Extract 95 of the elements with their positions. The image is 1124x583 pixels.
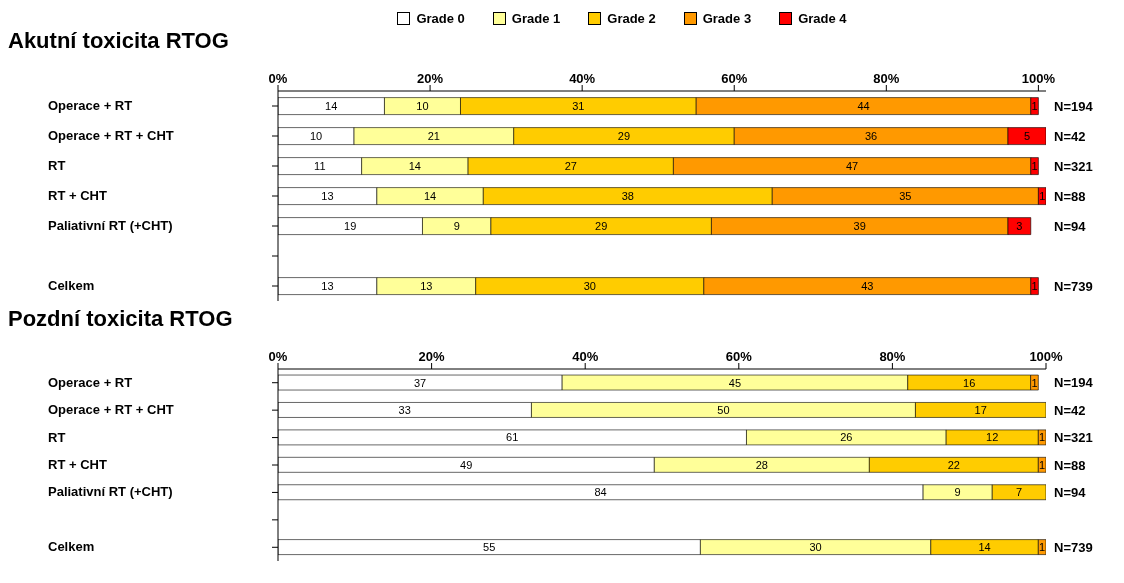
data-label: 27 xyxy=(564,160,577,173)
y-tick-label: Operace + RT xyxy=(48,374,133,390)
x-tick-label: 100% xyxy=(1029,349,1064,364)
data-label: 55 xyxy=(483,541,496,554)
y-tick-label: RT + CHT xyxy=(48,457,107,472)
text: N=739 xyxy=(1054,278,1093,294)
data-label: 29 xyxy=(617,130,631,143)
legend-label: Grade 4 xyxy=(798,10,847,26)
data-label: 19 xyxy=(344,220,357,233)
text: N=88 xyxy=(1054,188,1086,204)
data-label: 14 xyxy=(423,190,437,203)
data-label: 21 xyxy=(427,130,441,143)
data-label: 37 xyxy=(413,376,427,389)
text: N=42 xyxy=(1054,128,1086,144)
x-tick-label: 100% xyxy=(1021,71,1056,86)
data-label: 10 xyxy=(309,130,323,143)
x-tick-label: 60% xyxy=(725,349,753,364)
data-label: 43 xyxy=(861,280,874,293)
data-label: 3 xyxy=(1016,220,1023,233)
text: N=321 xyxy=(1054,430,1093,446)
data-label: 7 xyxy=(1016,486,1023,499)
y-tick-label: RT + CHT xyxy=(48,188,107,203)
data-label: 1 xyxy=(1039,541,1046,554)
data-label: 1 xyxy=(1039,458,1046,471)
chart-title: Akutní toxicita RTOG xyxy=(8,28,230,55)
y-tick-label: Celkem xyxy=(48,278,95,293)
chart-title: Pozdní toxicita RTOG xyxy=(8,306,234,333)
y-tick-label: Celkem xyxy=(48,539,95,555)
text: N=739 xyxy=(1054,539,1093,555)
data-label: 49 xyxy=(460,458,473,471)
text: N=321 xyxy=(1054,158,1093,174)
y-tick-label: RT xyxy=(48,158,66,173)
data-label: 13 xyxy=(420,280,433,293)
legend-label: Grade 3 xyxy=(702,10,752,26)
text: N=42 xyxy=(1054,402,1086,418)
data-label: 35 xyxy=(899,190,912,203)
x-tick-label: 80% xyxy=(879,349,906,364)
data-label: 31 xyxy=(572,100,585,113)
text: N=94 xyxy=(1054,218,1087,234)
y-tick-label: RT xyxy=(48,429,66,445)
data-label: 61 xyxy=(506,431,519,444)
data-label: 30 xyxy=(809,541,822,554)
data-label: 1 xyxy=(1039,431,1046,444)
data-label: 13 xyxy=(321,190,334,203)
data-label: 47 xyxy=(845,160,859,173)
x-tick-label: 40% xyxy=(572,349,599,364)
data-label: 1 xyxy=(1031,160,1038,173)
data-label: 13 xyxy=(321,280,334,293)
data-label: 10 xyxy=(416,100,429,113)
data-label: 12 xyxy=(986,431,999,444)
data-label: 1 xyxy=(1031,280,1038,293)
y-tick-label: Operace + RT + CHT xyxy=(48,128,174,143)
data-label: 38 xyxy=(621,190,634,203)
data-label: 11 xyxy=(314,160,326,173)
data-label: 26 xyxy=(840,431,853,444)
y-tick-label: Paliativní RT (+CHT) xyxy=(48,484,173,500)
data-label: 5 xyxy=(1023,130,1031,143)
y-tick-label: Operace + RT xyxy=(48,98,133,113)
data-label: 44 xyxy=(857,100,870,113)
y-tick-label: Operace + RT + CHT xyxy=(48,402,174,418)
x-tick-label: 40% xyxy=(569,71,596,86)
data-label: 30 xyxy=(583,280,596,293)
x-tick-label: 60% xyxy=(721,71,748,86)
legend-label: Grade 1 xyxy=(511,10,561,26)
text: N=88 xyxy=(1054,457,1086,473)
data-label: 50 xyxy=(717,403,730,416)
data-label: 36 xyxy=(864,130,878,143)
data-label: 84 xyxy=(594,486,607,499)
data-label: 39 xyxy=(853,220,866,233)
text: N=194 xyxy=(1054,98,1094,114)
data-label: 1 xyxy=(1031,376,1038,389)
data-label: 14 xyxy=(325,100,338,113)
data-label: 22 xyxy=(947,458,960,471)
data-label: 45 xyxy=(728,376,742,389)
data-label: 16 xyxy=(963,376,976,389)
data-label: 1 xyxy=(1031,100,1038,113)
x-tick-label: 0% xyxy=(268,349,288,364)
data-label: 9 xyxy=(453,220,460,233)
text: N=94 xyxy=(1054,485,1087,501)
data-label: 9 xyxy=(954,486,961,499)
y-tick-label: Paliativní RT (+CHT) xyxy=(48,218,173,233)
x-tick-label: 20% xyxy=(417,71,444,86)
data-label: 29 xyxy=(595,220,608,233)
data-label: 33 xyxy=(398,403,411,416)
x-tick-label: 20% xyxy=(418,349,446,364)
data-label: 14 xyxy=(408,160,421,173)
legend-label: Grade 0 xyxy=(416,10,465,26)
x-tick-label: 80% xyxy=(873,71,900,86)
data-label: 28 xyxy=(755,458,768,471)
data-label: 17 xyxy=(974,403,987,416)
legend-label: Grade 2 xyxy=(607,10,656,26)
data-label: 1 xyxy=(1039,190,1046,203)
x-tick-label: 0% xyxy=(268,71,288,86)
data-label: 14 xyxy=(978,541,991,554)
text: N=194 xyxy=(1054,375,1094,391)
